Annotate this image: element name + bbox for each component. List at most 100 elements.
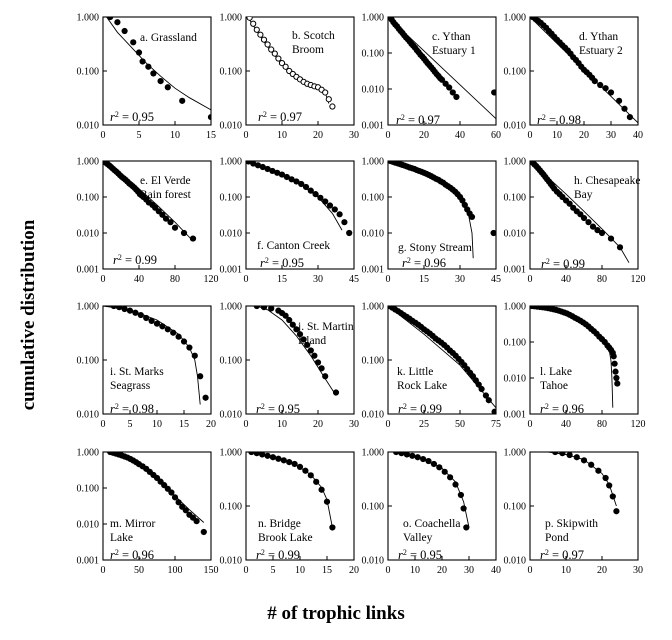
panel-l-xtick-label: 0 [528,419,533,430]
panel-a-xtick-label: 5 [137,130,142,141]
panel-h-data-point [589,223,597,230]
panel-c-ytick-label: 1.000 [362,13,385,24]
panel-b-data-point [322,89,329,96]
panel-o-data-point [457,491,464,499]
panel-e-data-point [180,229,188,237]
panel-m-data-point [168,489,175,496]
panel-a-data-point [150,70,157,77]
panel-n-xtick-label: 10 [295,565,305,576]
panel-e-ytick-label: 0.001 [77,265,100,276]
panel-c-ytick-label: 0.010 [362,85,385,96]
panel-b-data-point [257,31,264,38]
panel-n-data-point [275,455,282,462]
panel-n-data-point [264,452,271,459]
panel-i-data-point [180,338,188,345]
panel-c-data-point [449,89,456,96]
panel-k-xtick-label: 75 [491,419,501,430]
panel-f-data-point [341,219,348,226]
panel-h-ytick-label: 0.010 [504,229,527,240]
panel-d-label-line: Estuary 2 [579,45,623,57]
panel-c-r2: r2 = 0.97 [396,113,440,128]
panel-f-data-point [269,167,276,175]
panel-a-label: a. Grassland [140,32,197,44]
panel-o-data-point [414,454,421,461]
panel-p-label: p. Skipwith Pond [545,518,598,544]
panel-h-label-line: h. Chesapeake [574,175,640,187]
panel-j-label: j. St. Martin Island [297,321,354,347]
panel-n-ytick-label: 0.010 [220,556,243,567]
panel-p-ytick-label: 0.100 [504,502,527,513]
panel-o-data-point [398,452,405,457]
panel-i-data-point [191,352,198,359]
panel-l-xtick-label: 80 [597,419,607,430]
panel-p-r2: r2 = 0.97 [540,548,584,563]
panel-l-xtick-label: 120 [631,419,646,430]
panel-c-xtick-label: 40 [455,130,465,141]
panel-o-data-point [441,468,448,475]
panel-i-xtick-label: 15 [179,419,189,430]
panel-l-label-line: l. Lake [540,366,572,378]
panel-f-data-point [302,183,310,191]
panel-j-data-point [293,326,300,333]
panel-m-xtick-label: 0 [101,565,106,576]
panel-a-xtick-label: 0 [101,130,106,141]
panel-j-data-point [282,312,289,319]
panel-i-data-point [143,314,150,322]
panel-o-r2: r2 = 0.95 [398,548,442,563]
panel-a-data-point [207,114,211,121]
panel-e-r2: r2 = 0.99 [113,253,157,268]
panel-k-frame [387,305,497,415]
panel-h-xtick-label: 40 [561,274,571,285]
panel-f-data-point [264,165,271,173]
panel-p-ytick-label: 1.000 [504,448,527,459]
panel-c-frame [387,16,497,126]
panel-f-data-point [250,161,257,167]
panel-k-label: k. Little Rock Lake [397,366,447,392]
panel-j-ytick-label: 1.000 [220,302,243,313]
panel-l-data-point [612,368,619,375]
panel-p-label-line: Pond [545,532,569,544]
panel-f-data-point [293,178,300,185]
panel-c-data-point [491,89,496,96]
panel-m-data-point [175,499,182,506]
panel-e-data-point [171,224,179,231]
panel-j-data-point [289,321,296,328]
panel-c-data-point [453,93,460,101]
panel-d-xtick-label: 0 [528,130,533,141]
panel-k-data-point [478,385,485,393]
panel-f-data-point [331,206,338,213]
panel-h-data-point [607,235,615,242]
panel-i-data-point [170,329,177,336]
panel-f-xtick-label: 15 [277,274,287,285]
panel-b-data-point [329,103,336,110]
panel-k-data-point [482,392,490,399]
panel-e-label: e. El Verde Rain forest [140,175,192,201]
panel-n-data-point [248,452,255,456]
panel-m-xtick-label: 150 [204,565,219,576]
panel-j-data-point [311,352,318,359]
panel-b-ytick-label: 1.000 [220,13,243,24]
panel-d-ytick-label: 0.010 [504,121,527,132]
panel-f-label-line: f. Canton Creek [257,240,330,252]
panel-a-data-point [114,19,121,26]
panel-i-xtick-label: 10 [152,419,162,430]
panel-c-label-line: Estuary 1 [432,45,476,57]
panel-k-xtick-label: 0 [386,419,391,430]
panel-p-xtick-label: 30 [633,565,643,576]
panel-i-data-point [126,307,134,314]
panel-n-r2: r2 = 0.99 [256,548,300,563]
panel-h-data-point [585,219,592,226]
panel-g-data-point [468,213,476,221]
panel-o-xtick-label: 0 [386,565,391,576]
panel-f-ytick-label: 0.001 [220,265,243,276]
panel-j-data-point [322,373,329,380]
panel-f-data-point [283,173,290,181]
panel-f-data-point [259,163,266,171]
panel-c-data-point [446,84,453,91]
panel-m-xtick-label: 100 [168,565,183,576]
panel-f-fit-curve [246,161,343,231]
